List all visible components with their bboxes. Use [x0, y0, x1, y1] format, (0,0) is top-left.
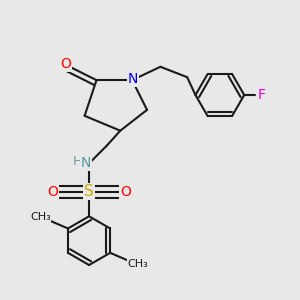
Text: CH₃: CH₃ — [128, 259, 148, 269]
Text: O: O — [47, 184, 58, 199]
Text: H: H — [73, 155, 82, 168]
Text: O: O — [60, 57, 71, 71]
Text: N: N — [128, 72, 138, 86]
Text: N: N — [81, 156, 91, 170]
Text: CH₃: CH₃ — [30, 212, 51, 222]
Text: O: O — [120, 184, 131, 199]
Text: S: S — [84, 184, 94, 199]
Text: F: F — [257, 88, 266, 102]
